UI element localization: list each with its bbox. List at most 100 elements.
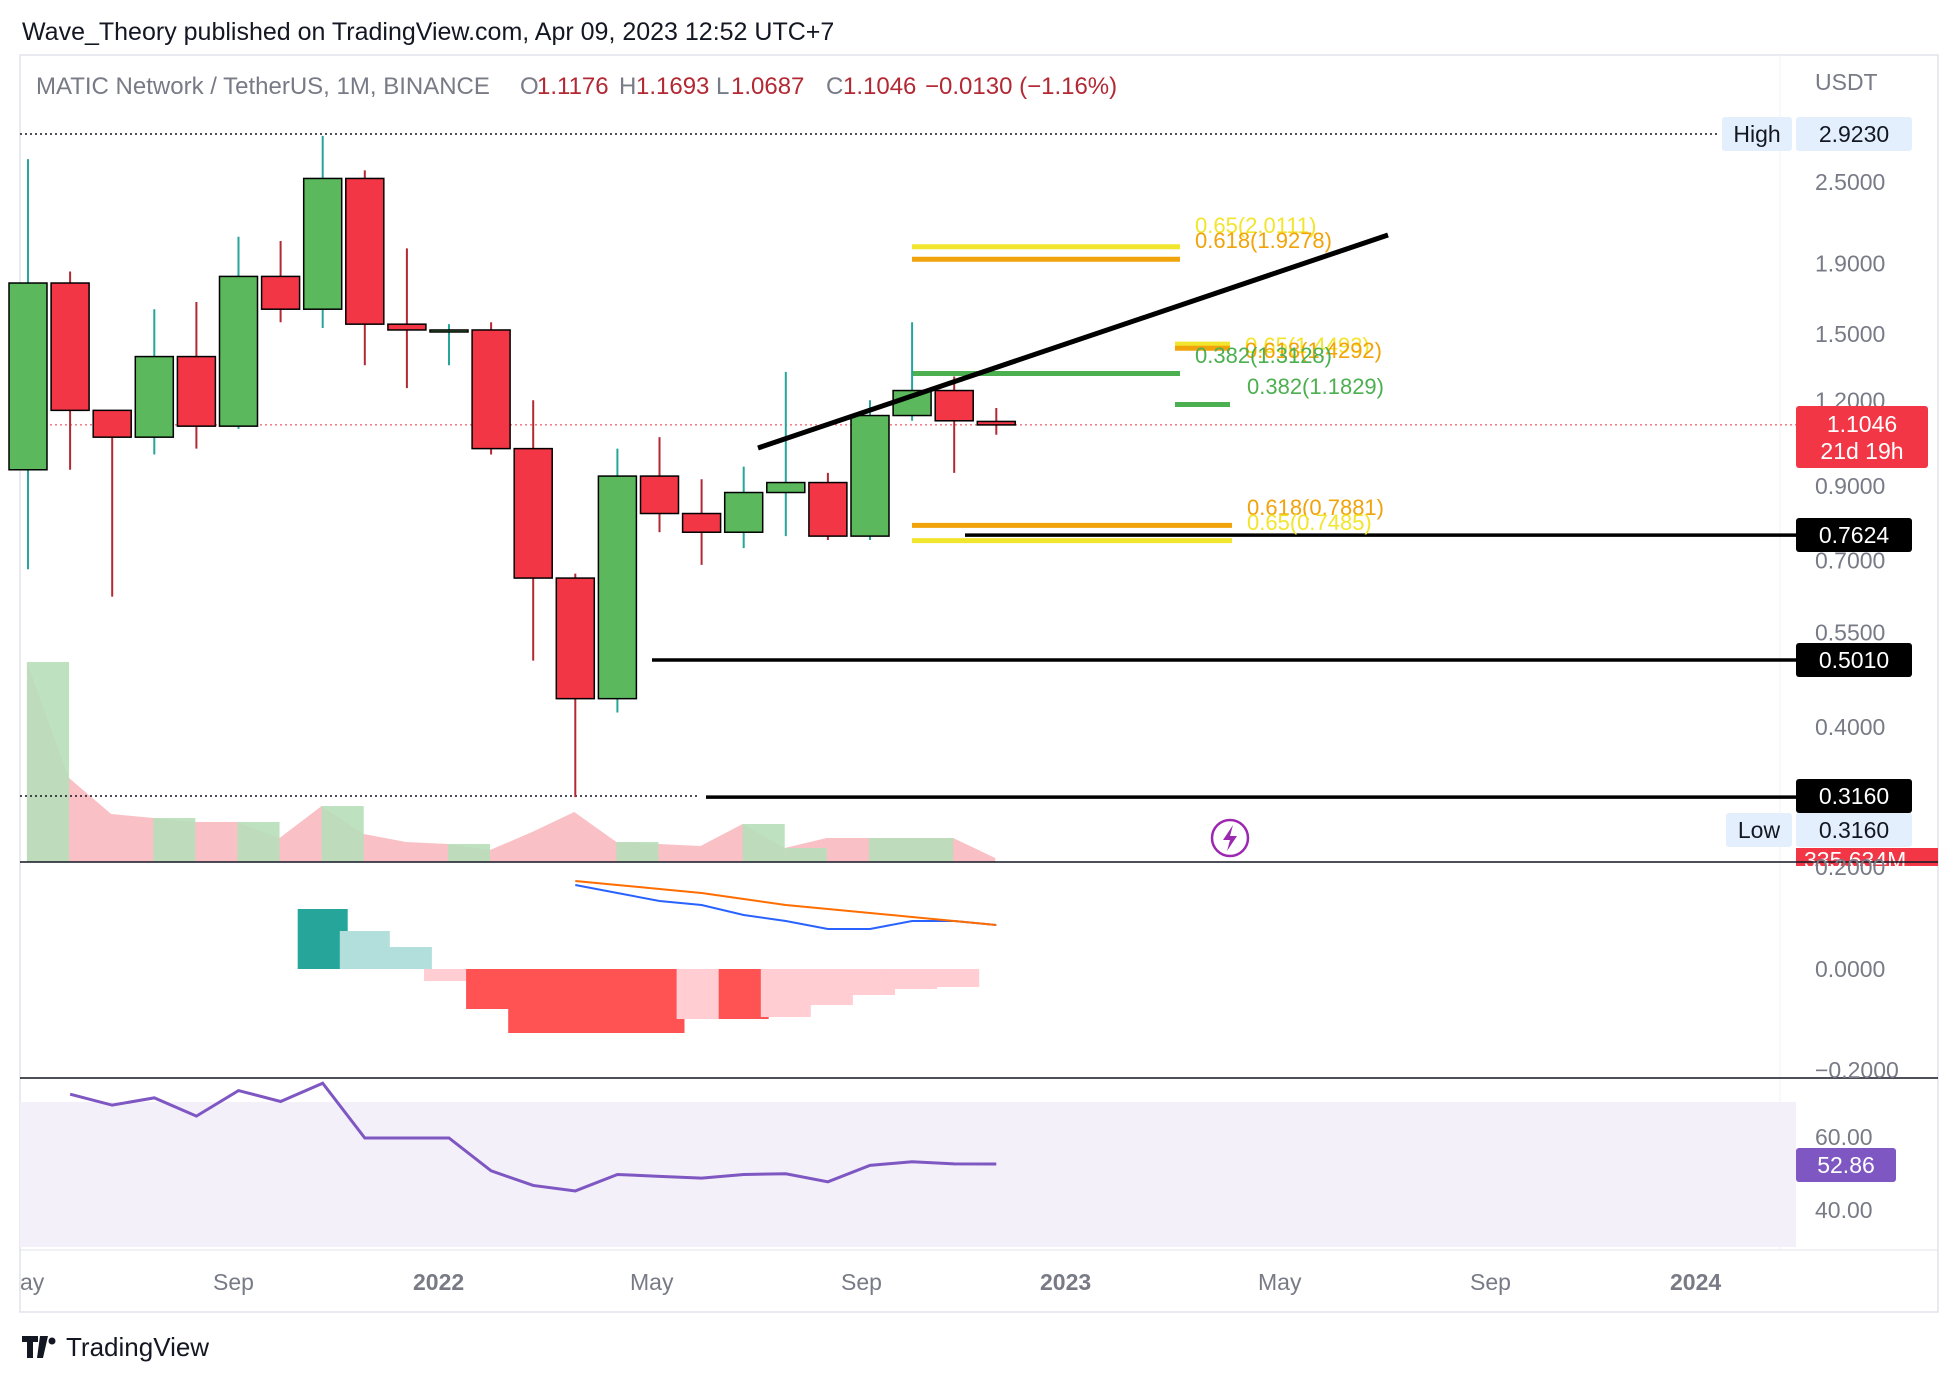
candle-body xyxy=(429,329,469,333)
high-label-text: High xyxy=(1733,121,1780,147)
candle-body xyxy=(50,282,90,412)
low-value-text: 0.3160 xyxy=(1819,817,1889,843)
macd-tick-0: 0.2000 xyxy=(1815,854,1885,880)
macd-histogram-bar xyxy=(550,969,601,1033)
candle-down xyxy=(639,437,680,533)
tradingview-logo[interactable]: TradingView xyxy=(22,1332,209,1362)
rsi-tick-40: 40.00 xyxy=(1815,1197,1873,1223)
volume-up-bar xyxy=(911,838,954,862)
horizontal-levels xyxy=(20,133,1796,799)
candles xyxy=(8,135,1017,798)
candle-body xyxy=(8,282,48,471)
trendline xyxy=(757,232,1389,451)
time-label: 2024 xyxy=(1670,1269,1721,1295)
candle-down xyxy=(50,271,90,470)
fib-label-mid-0618: 0.618(1.4292) xyxy=(1245,338,1382,363)
level-label-0: 0.7624 xyxy=(1796,518,1912,552)
candle-up xyxy=(134,309,175,455)
rsi-value-box xyxy=(1796,1148,1896,1182)
candle-down xyxy=(976,407,1017,435)
macd-tick-1: 0.0000 xyxy=(1815,956,1885,982)
price-tick: 1.9000 xyxy=(1815,251,1885,277)
candle-body xyxy=(639,475,680,515)
level-label-1: 0.5010 xyxy=(1796,643,1912,677)
candle-body xyxy=(471,329,511,450)
level-label-box xyxy=(1796,643,1912,677)
ohlc-open-key: O xyxy=(520,73,539,100)
volume-up-bar xyxy=(237,822,280,862)
price-tick: 0.9000 xyxy=(1815,473,1885,499)
ohlc-open-value: 1.1176 xyxy=(537,73,609,100)
candle-body xyxy=(176,355,217,427)
volume-up-bar xyxy=(321,806,364,862)
time-label: Sep xyxy=(1470,1269,1511,1295)
fib-label-green-0382-a: 0.382(1.3128) xyxy=(1195,343,1332,368)
time-label: 2022 xyxy=(413,1269,464,1295)
macd-histogram-bar xyxy=(424,969,474,981)
level-label-2: 0.3160 xyxy=(1796,779,1912,813)
ohlc-change: −0.0130 (−1.16%) xyxy=(925,73,1117,100)
candle-body xyxy=(345,177,385,325)
time-label: May xyxy=(630,1269,674,1295)
macd-histogram-bar xyxy=(845,969,895,995)
candle-up xyxy=(723,466,764,549)
volume-area xyxy=(26,662,996,862)
volume-up-bar xyxy=(784,848,827,862)
macd-pane xyxy=(297,880,997,1033)
candle-body xyxy=(555,577,596,700)
rsi-band xyxy=(20,1102,1796,1247)
current-price-text: 1.1046 xyxy=(1827,411,1897,437)
signal-line xyxy=(575,880,997,926)
macd-axis: 0.2000 0.0000 −0.2000 xyxy=(1815,854,1899,1083)
symbol-name: MATIC Network / TetherUS, 1M, BINANCE xyxy=(36,73,490,100)
macd-histogram-bar xyxy=(466,969,517,1009)
macd-histogram-bar xyxy=(339,931,390,969)
rsi-line xyxy=(69,1081,997,1193)
time-label: Sep xyxy=(841,1269,882,1295)
current-price-box xyxy=(1796,406,1928,468)
lightning-alert-icon[interactable] xyxy=(1210,818,1250,858)
chart-frame xyxy=(19,54,1939,1313)
candle-body xyxy=(766,481,806,494)
rsi-tick-60: 60.00 xyxy=(1815,1124,1873,1150)
ohlc-high-value: 1.1693 xyxy=(636,73,709,100)
volume-up-bar xyxy=(742,824,785,862)
high-label: High 2.9230 xyxy=(1722,117,1912,151)
price-tick: 1.5000 xyxy=(1815,321,1885,347)
candle-down xyxy=(808,472,848,541)
candle-down xyxy=(260,241,301,323)
candle-body xyxy=(808,481,848,537)
alert-icon-bolt xyxy=(1223,825,1237,851)
candle-body xyxy=(92,409,132,438)
macd-histogram-bar xyxy=(760,969,811,1017)
macd-histogram-bar xyxy=(887,969,938,989)
candle-down xyxy=(513,400,553,661)
candle-body xyxy=(387,323,427,331)
candle-down xyxy=(387,248,427,389)
candle-up xyxy=(850,400,890,541)
price-tick: 2.5000 xyxy=(1815,169,1885,195)
fib-label-upper-065: 0.65(2.0111) xyxy=(1195,213,1317,238)
candle-body xyxy=(723,491,764,533)
level-label-box xyxy=(1796,518,1912,552)
rsi-value-text: 52.86 xyxy=(1817,1152,1875,1178)
publisher-header: Wave_Theory published on TradingView.com… xyxy=(22,18,834,46)
volume-up-bar xyxy=(153,818,196,862)
volume-up-bar xyxy=(26,662,70,862)
volume-up-bar xyxy=(447,844,491,862)
macd-histogram-bar xyxy=(929,969,980,987)
tradingview-logo-icon xyxy=(22,1336,48,1358)
fib-label-lower-065: 0.65(0.7485) xyxy=(1247,510,1372,535)
ohlc-high-key: H xyxy=(619,73,636,100)
time-axis[interactable]: ay Sep 2022 May Sep 2023 May Sep 2024 xyxy=(20,1269,1721,1295)
tradingview-logo-dot xyxy=(48,1337,56,1345)
volume-label-text: 335.634M xyxy=(1804,847,1906,873)
fib-label-lower-0618: 0.618(0.7881) xyxy=(1247,495,1384,520)
low-value-box xyxy=(1796,813,1912,847)
candle-down xyxy=(934,376,974,473)
fib-label-upper-0618: 0.618(1.9278) xyxy=(1195,228,1332,253)
ascending-trendline xyxy=(757,232,1389,451)
level-label-text: 0.5010 xyxy=(1819,647,1889,673)
macd-histogram-bar xyxy=(802,969,853,1005)
